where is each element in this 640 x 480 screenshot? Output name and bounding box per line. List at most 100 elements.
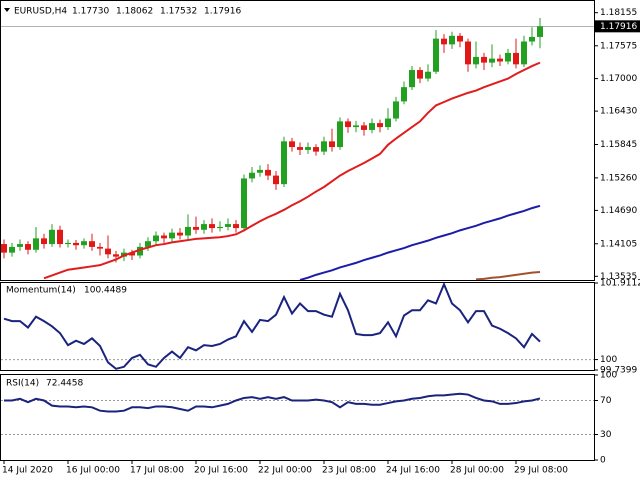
indicator-title: Momentum(14): [6, 286, 76, 296]
candle-body: [57, 229, 63, 245]
candle-body: [385, 118, 391, 128]
candle-body: [481, 56, 487, 63]
candle-body: [465, 41, 471, 65]
candle-body: [401, 87, 407, 102]
y-tick-label: 100: [600, 371, 617, 381]
candle-body: [361, 125, 367, 130]
y-tick-label: 1.16430: [600, 107, 637, 117]
y-tick-label: 99.7399: [600, 366, 637, 376]
candle-body: [129, 252, 135, 256]
candle-body: [81, 241, 87, 246]
price-box: [595, 20, 640, 33]
candle-body: [353, 125, 359, 128]
indicator-line: [3, 283, 541, 370]
header-close: 1.17916: [204, 7, 241, 17]
candle-body: [33, 238, 39, 250]
candle-body: [409, 70, 415, 88]
y-tick-label: 1.17575: [600, 41, 637, 51]
y-tick-label: 30: [600, 430, 612, 440]
candle-body: [369, 123, 375, 130]
x-tick-label: 28 Jul 00:00: [450, 466, 504, 476]
momentum-panel: [0, 282, 595, 371]
candle-body: [153, 235, 159, 242]
candle-body: [209, 224, 215, 229]
candle-body: [105, 248, 111, 255]
candle-body: [225, 224, 231, 227]
y-tick-label: 1.15260: [600, 173, 637, 183]
indicator-line: [4, 392, 541, 413]
x-tick-label: 22 Jul 00:00: [258, 466, 312, 476]
moving-average: [43, 61, 541, 280]
candle-body: [113, 254, 119, 257]
y-tick-label: 0: [600, 456, 606, 466]
candle-body: [161, 235, 167, 239]
candle-body: [89, 241, 95, 247]
y-tick-label: 1.17000: [600, 74, 637, 84]
candle-body: [233, 224, 239, 229]
candle-body: [457, 35, 463, 42]
candle-body: [137, 246, 143, 256]
candle-body: [241, 178, 247, 229]
y-tick-label: 1.15845: [600, 140, 637, 150]
x-tick-label: 20 Jul 16:00: [194, 466, 248, 476]
moving-average: [299, 204, 541, 280]
candle-body: [1, 244, 7, 253]
candle-body: [97, 246, 103, 249]
indicator-value: 100.4489: [84, 286, 127, 296]
x-tick-label: 14 Jul 2020: [2, 466, 53, 476]
x-tick-label: 23 Jul 08:00: [322, 466, 376, 476]
indicator-title: RSI(14): [6, 379, 39, 389]
candle-body: [17, 244, 23, 247]
candle-body: [217, 226, 223, 229]
y-tick-label: 1.18155: [600, 8, 637, 18]
candle-body: [529, 36, 535, 42]
candle-body: [425, 71, 431, 79]
candle-body: [417, 70, 423, 79]
candle-body: [41, 238, 47, 245]
candle-body: [273, 175, 279, 185]
candle-body: [145, 241, 151, 247]
price-label: 1.17916: [600, 22, 637, 32]
header-open: 1.17730: [72, 7, 109, 17]
candle-body: [73, 242, 79, 246]
candle-body: [185, 226, 191, 236]
candle-body: [537, 26, 543, 37]
candle-body: [505, 52, 511, 62]
candle-body: [513, 52, 519, 65]
candle-body: [377, 123, 383, 128]
candle-body: [9, 246, 15, 253]
plot-area: [1, 392, 594, 435]
y-tick-label: 100: [600, 355, 617, 365]
y-tick-label: 101.9112: [600, 279, 640, 289]
candle-body: [289, 141, 295, 148]
indicator-value: 72.4458: [46, 379, 83, 389]
candle-body: [393, 101, 399, 119]
candle-body: [345, 121, 351, 128]
candle-body: [337, 121, 343, 148]
candle-body: [449, 35, 455, 45]
x-tick-label: 24 Jul 16:00: [386, 466, 440, 476]
y-tick-label: 70: [600, 396, 612, 406]
symbol: EURUSD,H4: [14, 7, 67, 17]
candle-body: [297, 147, 303, 150]
candle-body: [177, 232, 183, 236]
candle-body: [489, 58, 495, 63]
candle-body: [441, 38, 447, 45]
y-tick-label: 1.13535: [600, 272, 637, 282]
candle-body: [65, 242, 71, 245]
plot-area: [1, 18, 543, 280]
candle-body: [329, 141, 335, 148]
candle-body: [497, 58, 503, 62]
main-panel: [0, 0, 595, 281]
candle-body: [257, 169, 263, 173]
candle-body: [25, 244, 31, 250]
rsi-panel: [0, 374, 595, 461]
candle-body: [313, 147, 319, 152]
y-tick-label: 1.14690: [600, 206, 637, 216]
moving-average: [475, 271, 541, 280]
candle-body: [193, 226, 199, 230]
candle-body: [169, 232, 175, 239]
candle-body: [321, 141, 327, 152]
candle-body: [473, 56, 479, 65]
